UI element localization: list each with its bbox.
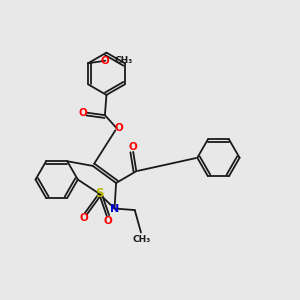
Text: S: S xyxy=(95,187,103,200)
Text: O: O xyxy=(115,123,124,133)
Text: CH₃: CH₃ xyxy=(114,56,132,64)
Text: O: O xyxy=(101,56,110,66)
Text: O: O xyxy=(79,108,88,118)
Text: CH₃: CH₃ xyxy=(133,235,151,244)
Text: O: O xyxy=(79,213,88,223)
Text: N: N xyxy=(110,203,119,214)
Text: O: O xyxy=(129,142,138,152)
Text: O: O xyxy=(103,216,112,226)
